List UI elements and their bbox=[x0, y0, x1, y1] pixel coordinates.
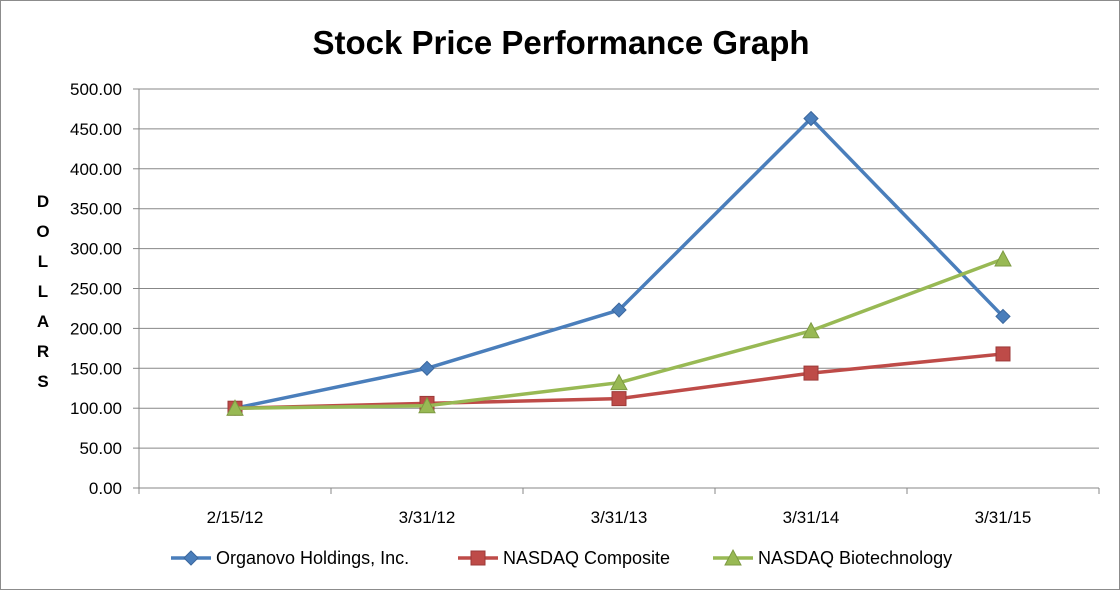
y-axis-label-letter: D bbox=[37, 192, 49, 211]
data-point-square bbox=[470, 550, 486, 566]
y-axis-label-letter: A bbox=[37, 312, 49, 331]
y-axis-label-letter: L bbox=[38, 252, 48, 271]
legend-label: Organovo Holdings, Inc. bbox=[216, 548, 409, 568]
y-axis-label-letter: O bbox=[36, 222, 49, 241]
x-tick-labels: 2/15/12 3/31/12 3/31/13 3/31/14 3/31/15 bbox=[207, 508, 1032, 527]
data-point-square bbox=[611, 391, 627, 407]
y-tick-label: 200.00 bbox=[70, 319, 122, 338]
y-tick-label: 150.00 bbox=[70, 359, 122, 378]
y-tick-label: 0.00 bbox=[89, 479, 122, 498]
y-tick-label: 250.00 bbox=[70, 280, 122, 299]
axes bbox=[133, 88, 1100, 494]
data-point-diamond bbox=[611, 302, 627, 318]
y-tick-label: 100.00 bbox=[70, 399, 122, 418]
legend-item: Organovo Holdings, Inc. bbox=[171, 548, 409, 568]
y-tick-labels: 0.00 50.00 100.00 150.00 200.00 250.00 300.00 3… bbox=[70, 80, 122, 498]
legend: Organovo Holdings, Inc. NASDAQ Composite N… bbox=[171, 548, 952, 568]
y-axis-label-letter: R bbox=[37, 342, 49, 361]
data-point-triangle bbox=[610, 373, 628, 391]
y-tick-label: 450.00 bbox=[70, 120, 122, 139]
data-point-triangle bbox=[226, 399, 244, 416]
data-point-triangle bbox=[994, 249, 1012, 267]
data-point-square bbox=[995, 346, 1011, 362]
x-tick-label: 3/31/15 bbox=[975, 508, 1032, 527]
x-tick-label: 3/31/13 bbox=[591, 508, 648, 527]
data-point-triangle bbox=[802, 321, 820, 339]
series-layer bbox=[226, 110, 1012, 416]
data-point-diamond bbox=[803, 110, 819, 127]
data-point-triangle bbox=[724, 548, 742, 566]
y-tick-label: 400.00 bbox=[70, 160, 122, 179]
series-2 bbox=[226, 249, 1012, 416]
legend-item: NASDAQ Composite bbox=[458, 548, 670, 568]
x-tick-label: 3/31/12 bbox=[399, 508, 456, 527]
data-point-diamond bbox=[183, 550, 199, 566]
y-axis-label-letter: S bbox=[37, 372, 48, 391]
data-point-square bbox=[803, 365, 819, 381]
y-tick-label: 500.00 bbox=[70, 80, 122, 99]
x-tick-label: 3/31/14 bbox=[783, 508, 840, 527]
legend-label: NASDAQ Biotechnology bbox=[758, 548, 952, 568]
legend-label: NASDAQ Composite bbox=[503, 548, 670, 568]
x-tick-label: 2/15/12 bbox=[207, 508, 264, 527]
chart-title: Stock Price Performance Graph bbox=[312, 24, 809, 61]
y-axis-label-letter: L bbox=[38, 282, 48, 301]
data-point-triangle bbox=[418, 396, 436, 414]
y-tick-label: 350.00 bbox=[70, 200, 122, 219]
data-point-diamond bbox=[995, 308, 1011, 325]
legend-item: NASDAQ Biotechnology bbox=[713, 548, 952, 568]
data-point-diamond bbox=[419, 360, 435, 377]
y-tick-label: 300.00 bbox=[70, 240, 122, 259]
series-0 bbox=[227, 110, 1011, 416]
y-tick-label: 50.00 bbox=[79, 439, 122, 458]
